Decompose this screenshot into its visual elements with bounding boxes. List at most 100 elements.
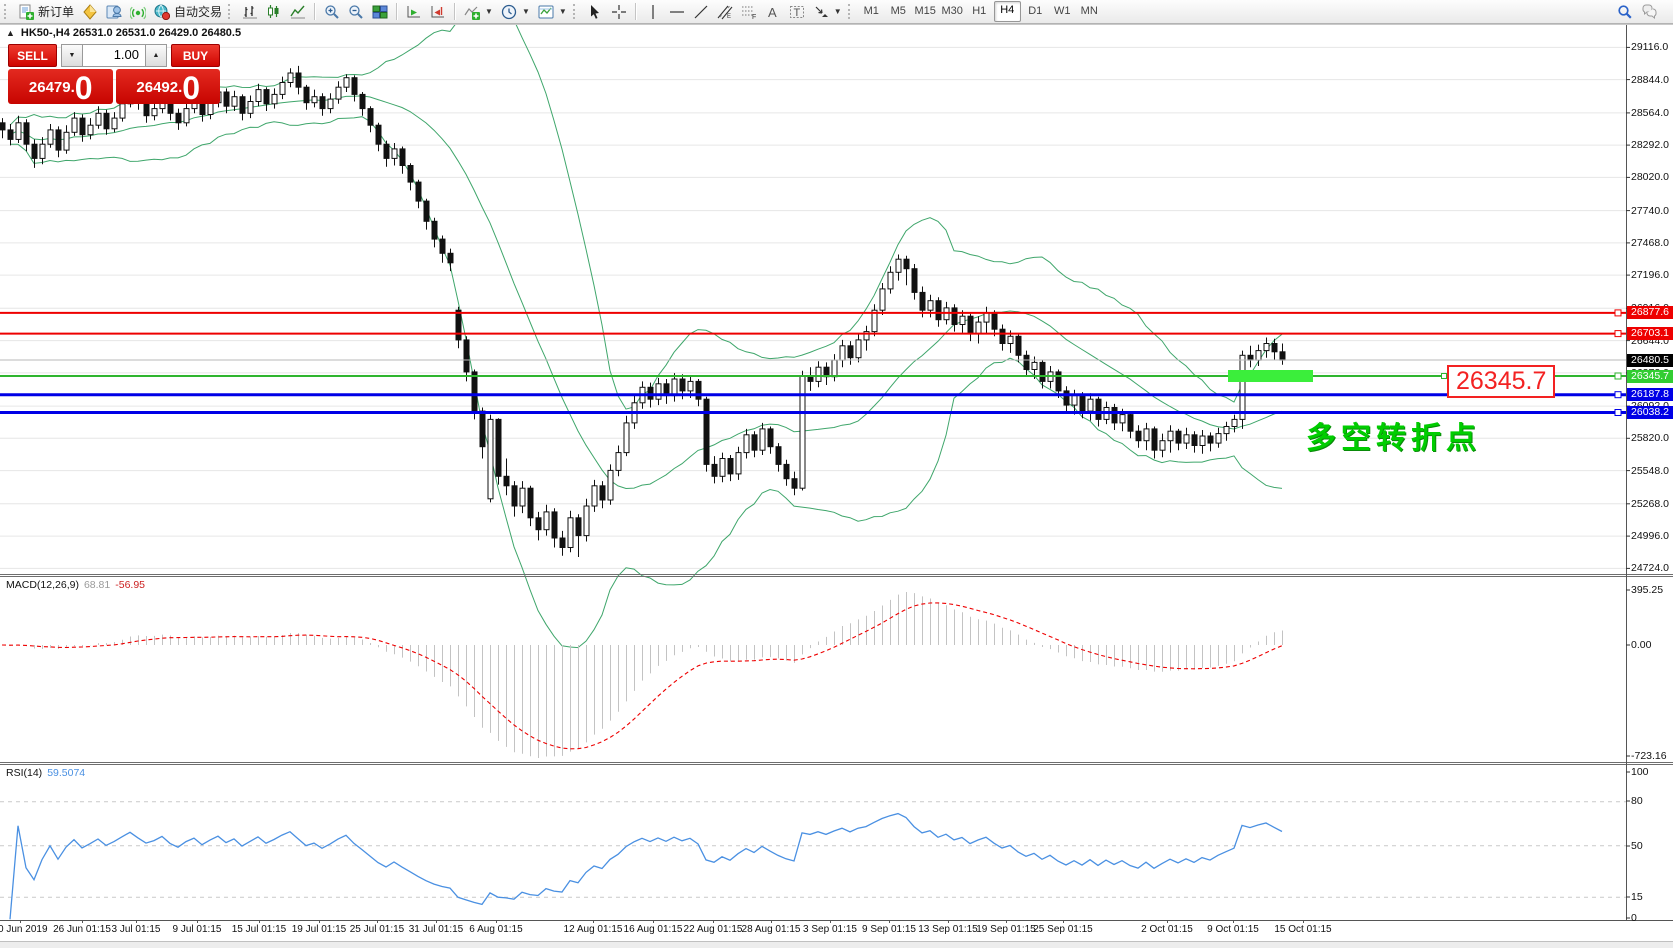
date-tick-label: 15 Oct 01:15 [1274, 924, 1332, 935]
panel-separators[interactable] [0, 574, 1673, 765]
text-label-button[interactable]: T [785, 2, 809, 22]
level-endpoint-marker [1614, 372, 1622, 380]
volume-increase-button[interactable]: ▲ [146, 44, 167, 67]
chat-button[interactable] [1637, 2, 1661, 22]
chat-icon [1642, 4, 1657, 19]
price-level-label: 26038.2 [1627, 406, 1673, 419]
level-endpoint-marker [1614, 391, 1622, 399]
date-tick-label: 3 Sep 01:15 [803, 924, 857, 935]
timeframe-button-W1[interactable]: W1 [1053, 5, 1071, 17]
toolbar-grip[interactable] [4, 4, 10, 19]
timeframe-button-D1[interactable]: D1 [1028, 5, 1043, 17]
price-tick-label: 28844.0 [1631, 73, 1669, 86]
templates-icon [538, 5, 554, 18]
date-tick-label: 15 Jul 01:15 [231, 924, 287, 935]
price-tick-label: 28020.0 [1631, 171, 1669, 184]
chart-shift-button[interactable] [426, 2, 450, 22]
price-annotation-label[interactable]: 26345.7 [1447, 365, 1556, 398]
sell-price-box[interactable]: 26479. 0 [8, 69, 113, 104]
volume-decrease-button[interactable]: ▼ [61, 44, 82, 67]
timeframe-button-M15[interactable]: M15 [914, 5, 936, 17]
channel-icon: E [717, 5, 733, 20]
templates-button[interactable]: ▼ [534, 2, 571, 22]
rsi-axis-100: 100 [1631, 766, 1649, 778]
clock-icon [501, 4, 517, 19]
autotrading-icon [154, 4, 171, 20]
tile-windows-icon [372, 5, 388, 18]
buy-price-pips: 0 [182, 70, 200, 106]
vertical-line-button[interactable] [641, 2, 665, 22]
date-tick-label: 25 Sep 01:15 [1033, 924, 1093, 935]
price-tick-label: 28292.0 [1631, 139, 1669, 152]
timeframe-button-M1[interactable]: M1 [863, 5, 879, 17]
sell-button[interactable]: SELL [8, 44, 57, 67]
tile-windows-button[interactable] [368, 2, 392, 22]
line-anchor-handle[interactable] [1441, 373, 1447, 379]
text-button[interactable]: A [761, 2, 785, 22]
autotrading-button[interactable]: 自动交易 [150, 2, 226, 22]
price-level-label: 26480.5 [1627, 353, 1673, 367]
price-tick-label: 27740.0 [1631, 204, 1669, 217]
text-label-icon: T [789, 5, 804, 19]
chinese-note-text[interactable]: 多空转折点 [1306, 422, 1481, 455]
bar-chart-button[interactable] [238, 2, 262, 22]
price-tick-label: 24996.0 [1631, 530, 1669, 543]
date-tick-label: 9 Sep 01:15 [862, 924, 916, 935]
new-order-button[interactable]: 新订单 [14, 2, 78, 22]
cursor-button[interactable] [583, 2, 607, 22]
timeframe-button-MN[interactable]: MN [1080, 5, 1098, 17]
rsi-axis-50: 50 [1631, 840, 1643, 852]
arrows-tool-button[interactable]: ▼ [809, 2, 846, 22]
candlestick-button[interactable] [262, 2, 286, 22]
toolbar-grip[interactable] [228, 4, 234, 19]
price-tick-label: 29116.0 [1631, 41, 1669, 54]
time-axis[interactable]: 20 Jun 2019 26 Jun 01:153 Jul 01:15 9 Jul … [0, 924, 1626, 941]
timeframe-button-M30[interactable]: M30 [941, 5, 963, 17]
buy-button[interactable]: BUY [171, 44, 220, 67]
quotes-button[interactable] [78, 2, 102, 22]
zoom-out-icon [349, 4, 363, 19]
dropdown-caret-icon: ▼ [833, 7, 842, 16]
date-tick-label: 16 Aug 01:15 [623, 924, 683, 935]
crosshair-button[interactable] [607, 2, 631, 22]
zoom-in-button[interactable] [320, 2, 344, 22]
data-window-button[interactable] [102, 2, 126, 22]
svg-text:F: F [752, 14, 756, 20]
line-chart-button[interactable] [286, 2, 310, 22]
signals-icon [130, 6, 147, 19]
collapse-panel-icon[interactable]: ▲ [6, 28, 15, 38]
macd-signal-line [1, 602, 1283, 750]
volume-input[interactable]: 1.00 [82, 44, 146, 67]
zoom-out-button[interactable] [344, 2, 368, 22]
rsi-axis-0: 0 [1631, 912, 1637, 924]
timeframe-button-H4[interactable]: H4 [993, 1, 1021, 22]
rsi-indicator-label: RSI(14) 59.5074 [6, 767, 85, 779]
price-grid [0, 46, 1626, 569]
channel-button[interactable]: E [713, 2, 737, 22]
toolbar-grip[interactable] [847, 4, 854, 19]
new-order-icon [19, 4, 34, 20]
arrows-tool-icon [815, 6, 828, 17]
timeframe-button-H1[interactable]: H1 [972, 5, 987, 17]
periods-button[interactable]: ▼ [497, 2, 534, 22]
vertical-line-icon [652, 4, 654, 19]
horizontal-line-button[interactable] [665, 2, 689, 22]
timeframe-button-M5[interactable]: M5 [890, 5, 906, 17]
fibonacci-icon: F [741, 6, 756, 20]
buy-price-box[interactable]: 26492. 0 [115, 69, 220, 106]
indicators-button[interactable]: ▼ [460, 2, 497, 22]
toolbar-grip[interactable] [572, 4, 579, 19]
candlestick-icon [268, 4, 279, 18]
search-button[interactable] [1613, 2, 1637, 22]
price-level-label: 26345.7 [1627, 369, 1673, 383]
macd-histogram [1, 592, 1283, 758]
horizontal-level-lines[interactable] [0, 309, 1626, 416]
fibonacci-button[interactable]: F [737, 2, 761, 22]
date-tick-label: 31 Jul 01:15 [408, 924, 464, 935]
price-level-label: 26187.8 [1627, 388, 1673, 402]
signals-button[interactable] [126, 2, 150, 22]
trendline-button[interactable] [689, 2, 713, 22]
timeframe-bar: M1 M5 M15 M30 H1 H4 D1 W1 MN [858, 1, 1103, 22]
auto-scroll-button[interactable] [402, 2, 426, 22]
